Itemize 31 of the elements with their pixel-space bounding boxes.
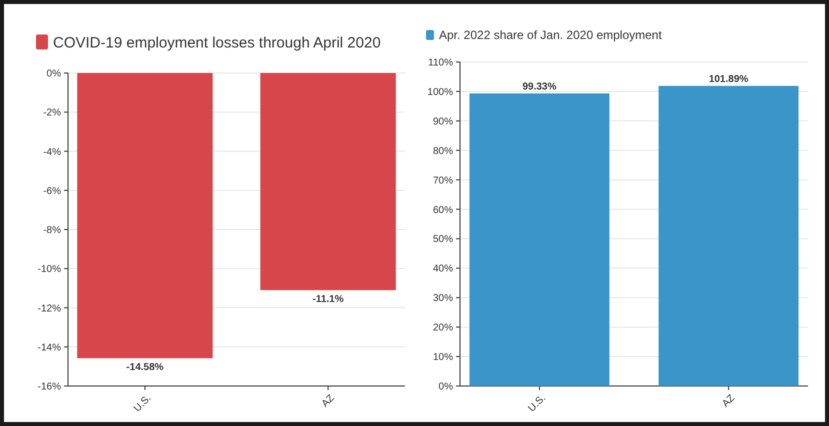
y-tick-label: -14% [38,342,62,354]
x-tick-label: U.S. [526,392,548,414]
y-tick-label: 30% [432,293,454,304]
y-tick-label: -6% [43,186,62,197]
y-tick-label: 90% [432,116,454,128]
data-label: 99.33% [522,81,556,92]
y-tick-label: -8% [43,225,62,236]
x-tick-label: AZ [320,392,337,410]
y-tick-label: 20% [432,322,454,334]
x-tick-label: U.S. [132,392,154,414]
y-tick-label: -2% [43,108,62,119]
data-label: 101.89% [708,74,748,85]
data-label: -14.58% [126,362,164,374]
y-tick-label: 50% [432,234,454,246]
y-tick-label: 70% [432,175,454,186]
y-tick-label: -10% [38,264,62,276]
y-tick-label: -16% [38,382,62,392]
legend-label: COVID-19 employment losses through April 2020 [53,34,381,52]
y-tick-label: 40% [432,264,454,275]
y-tick-label: 80% [432,146,454,157]
y-tick-label: 110% [428,58,454,68]
y-tick-label: 0% [438,382,454,392]
y-tick-label: 0% [46,68,62,80]
y-tick-label: -4% [43,146,62,158]
y-tick-label: 60% [432,204,454,216]
y-tick-label: 10% [432,352,454,364]
x-tick-label: AZ [720,392,738,410]
legend-label: Apr. 2022 share of Jan. 2020 employment [439,28,662,42]
y-tick-label: -12% [38,303,62,314]
data-label: -11.1% [312,294,344,306]
y-tick-label: 100% [427,86,454,98]
